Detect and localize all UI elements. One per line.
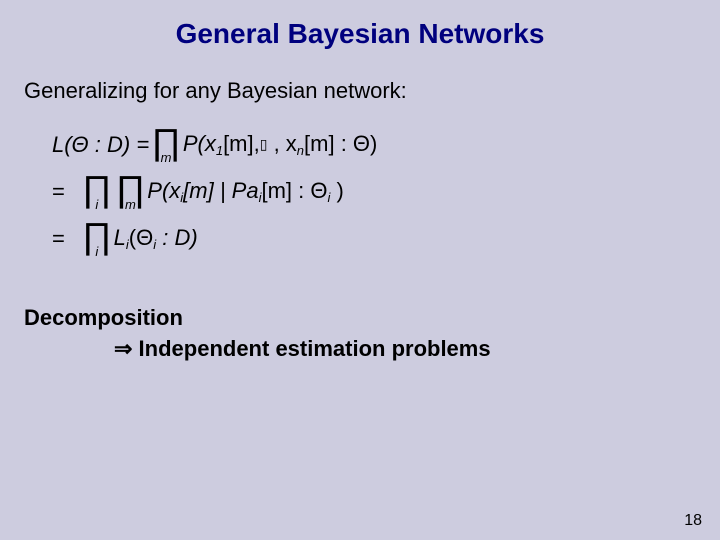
eq2-equals: = [52,179,80,205]
decomposition-text: Decomposition ⇒ Independent estimation p… [0,265,720,365]
product-symbol: ∏ m [116,171,146,212]
equation-line-2: = ∏ i ∏ m P(xi[m] | Pai[m] : Θi ) [52,171,720,212]
page-number: 18 [684,512,702,530]
eq3-equals: = [52,226,80,252]
equation-line-1: L(Θ : D) = ∏ m P(x1[m],▯ , xn[m] : Θ) [52,124,720,165]
equation-block: L(Θ : D) = ∏ m P(x1[m],▯ , xn[m] : Θ) = … [0,124,720,259]
subtitle-text: Generalizing for any Bayesian network: [0,78,720,124]
slide-title: General Bayesian Networks [0,0,720,78]
equation-line-3: = ∏ i Li(Θi : D) [52,218,720,259]
arrow-icon: ⇒ [114,336,132,361]
product-symbol: ∏ i [82,218,112,259]
eq1-lhs: L(Θ : D) = [52,132,149,158]
product-symbol: ∏ i [82,171,112,212]
decomp-line2: ⇒ Independent estimation problems [24,334,720,365]
eq3-rhs: Li(Θi : D) [114,225,198,252]
decomp-line1: Decomposition [24,305,183,330]
eq2-rhs: P(xi[m] | Pai[m] : Θi ) [147,178,344,205]
product-symbol: ∏ m [151,124,181,165]
eq1-rhs: P(x1[m],▯ , xn[m] : Θ) [183,131,378,158]
